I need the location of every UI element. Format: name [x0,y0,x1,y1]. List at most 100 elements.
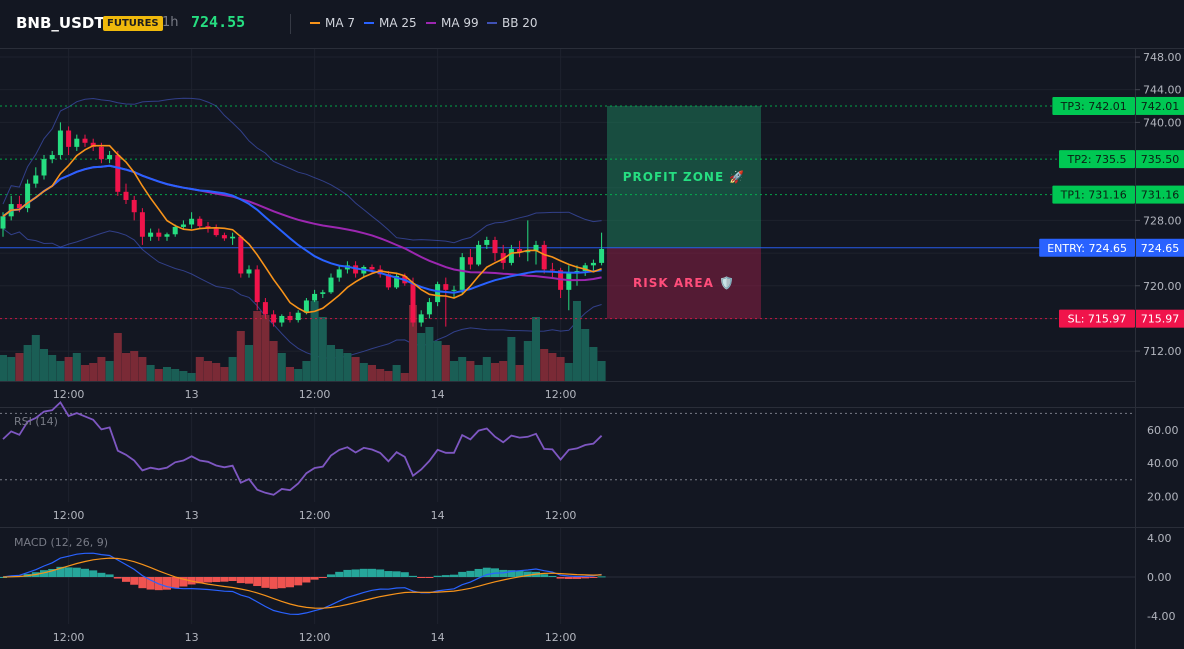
legend-swatch [364,22,374,24]
candle-body [279,315,285,323]
volume-bar [318,317,327,381]
ma25-line [2,164,602,294]
legend-label: BB 20 [502,16,538,30]
legend-ma25[interactable]: MA 25 [364,16,417,30]
legend-ma99[interactable]: MA 99 [426,16,479,30]
candle-body [246,269,252,274]
risk-zone[interactable] [607,247,761,319]
candle-body [271,314,277,323]
volume-bar [97,357,106,381]
candle-body [435,284,441,303]
volume-bar [0,355,7,381]
volume-bar [515,365,524,381]
bollinger-bands [2,97,602,359]
volume-bar [581,329,590,381]
macd-histogram-bar [556,577,565,579]
volume-bar [228,357,237,381]
legend-ma7[interactable]: MA 7 [310,16,355,30]
candle-body [57,130,63,156]
macd-pane[interactable]: 4.00 0.00 -4.00 [0,532,1175,623]
volume-bar [589,347,598,381]
candle-body [49,155,55,160]
volume-bar [376,369,385,381]
candle-body [590,262,596,266]
volume-bars [0,301,606,381]
candle-body [16,204,22,209]
macd-histogram-bar [245,577,253,584]
macd-histogram-bar [220,577,229,582]
candle-body [467,257,473,265]
time-tick-label: 14 [431,388,445,401]
rsi-pane[interactable]: 60.00 40.00 20.00 [0,400,1179,503]
candles [0,122,605,327]
candle-body [385,274,391,288]
candle-body [295,312,301,321]
candle-body [156,232,162,237]
volume-bar [482,357,491,381]
macd-histogram-bar [458,571,467,577]
volume-bar [351,357,360,381]
candle-body [115,155,121,192]
volume-bar [499,361,508,381]
candle-body [197,218,203,227]
macd-histogram-bar [212,577,221,583]
rsi-label: RSI (14) [14,415,58,428]
macd-histogram-bar [466,570,475,577]
volume-bar [89,363,98,381]
legend-bb20[interactable]: BB 20 [487,16,538,30]
volume-bar [573,301,581,381]
level-axis-sl [1136,309,1184,328]
volume-bar [466,361,475,381]
macd-histogram-bar [376,569,385,577]
candle-body [394,275,400,288]
level-tag-text-sl: SL: 715.97 [1068,313,1127,326]
macd-histogram-bar [48,569,57,577]
macd-histogram-bar [540,574,549,577]
volume-bar [548,353,557,381]
interval-selector[interactable]: 1h [162,15,179,30]
level-axis-text-sl: 715.97 [1141,313,1180,326]
macd-histogram-bar [269,577,278,589]
candle-body [533,244,539,251]
legend-swatch [487,22,497,24]
macd-histogram-bar [277,577,286,589]
macd-line [2,552,602,616]
profit-zone-label: PROFIT ZONE 🚀 [623,170,746,184]
candle-body [541,244,547,270]
candle-body [492,240,498,254]
candle-body [189,218,195,225]
level-axis-tp2 [1136,150,1184,169]
candle-body [459,257,465,290]
time-tick-label: 12:00 [545,388,577,401]
price-tick-label: 740.00 [1143,116,1182,129]
macd-histogram-bar [97,572,106,577]
time-tick-label: 12:00 [53,509,85,522]
volume-bar [15,353,24,381]
macd-histogram-bar [507,570,516,577]
macd-tick-label: -4.00 [1147,610,1175,623]
profit-zone[interactable] [607,105,761,248]
macd-histogram-bar [597,576,606,578]
volume-bar [122,353,130,381]
volume-bar [564,363,573,381]
volume-bar [187,373,196,381]
bb-upper-line [2,97,602,244]
volume-bar [343,353,352,381]
macd-histogram-bar [327,574,335,577]
volume-bar [23,345,32,381]
price-tick-label: 720.00 [1143,280,1182,293]
macd-histogram-bar [89,570,98,577]
header-divider [290,14,291,34]
candle-body [328,277,334,293]
price-axis[interactable]: 748.00 744.00 740.00 728.00 720.00 712.00 [1135,51,1182,358]
symbol-name[interactable]: BNB_USDT [16,14,105,32]
volume-bar [294,369,303,381]
level-axis-text-tp1: 731.16 [1141,189,1180,202]
macd-histogram-bar [72,567,81,577]
candle-body [312,293,318,301]
macd-histogram-bar [171,577,180,589]
legend-label: MA 99 [441,16,479,30]
volume-bar [359,363,368,381]
moving-averages [2,144,602,314]
